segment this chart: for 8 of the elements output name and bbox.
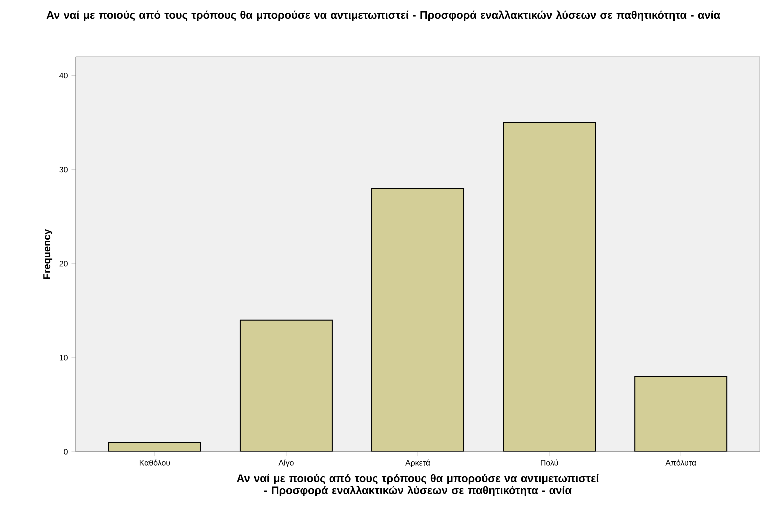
bar: [634, 376, 728, 452]
x-axis-title: Αν ναί με ποιούς από τους τρόπους θα μπορούσε να αντιμετωπιστεί - Προσφορά εναλλακτικών λύσεων σε παθητικότητα - ανία: [237, 474, 599, 497]
bar: [240, 320, 333, 452]
y-axis-title: Frequency: [44, 229, 53, 280]
bar: [372, 188, 465, 452]
bar: [108, 442, 202, 452]
bar: [503, 122, 596, 452]
chart-title: Αν ναί με ποιούς από τους τρόπους θα μπορούσε να αντιμετωπιστεί - Προσφορά εναλλακτικών λύσεων σε παθητικότητα - ανία: [46, 10, 720, 22]
